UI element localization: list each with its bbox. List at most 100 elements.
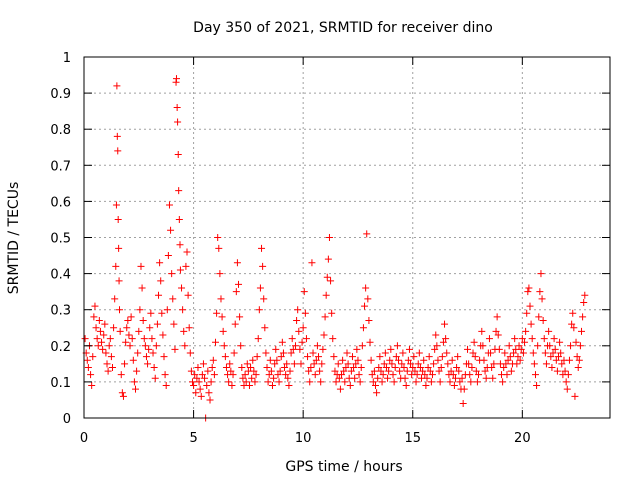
data-point [301, 309, 309, 317]
data-point [530, 360, 538, 368]
data-point [330, 353, 338, 361]
data-point [203, 382, 211, 390]
data-point [359, 324, 367, 332]
data-point [565, 356, 573, 364]
data-point [564, 371, 572, 379]
data-point [575, 356, 583, 364]
data-point [147, 309, 155, 317]
data-point [210, 371, 218, 379]
data-point [482, 374, 490, 382]
data-point [285, 382, 293, 390]
data-point [162, 382, 170, 390]
data-point [297, 360, 305, 368]
data-point [502, 360, 510, 368]
data-point [443, 349, 451, 357]
y-tick-label: 0.2 [50, 340, 71, 355]
data-point [467, 378, 475, 386]
data-point [427, 378, 435, 386]
data-point [93, 335, 101, 343]
data-point [322, 291, 330, 299]
x-tick-labels: 0 5 10 15 20 [80, 431, 531, 446]
data-point [537, 270, 545, 278]
data-point [222, 363, 230, 371]
data-point [567, 342, 575, 350]
data-point [87, 371, 95, 379]
data-point [311, 371, 319, 379]
data-point [176, 266, 184, 274]
data-point [500, 363, 508, 371]
data-point [304, 353, 312, 361]
data-point [553, 367, 561, 375]
data-point [364, 295, 372, 303]
data-point [81, 335, 89, 343]
data-point [180, 327, 188, 335]
data-point [89, 353, 97, 361]
data-point [286, 367, 294, 375]
data-point [132, 385, 140, 393]
data-point [190, 382, 198, 390]
data-point [550, 335, 558, 343]
data-point [379, 371, 387, 379]
data-point [152, 342, 160, 350]
data-point [188, 378, 196, 386]
y-tick-label: 0.8 [50, 123, 71, 138]
data-point [255, 306, 263, 314]
data-point [212, 338, 219, 346]
data-point [103, 360, 111, 368]
data-point [320, 331, 328, 339]
data-point [273, 356, 281, 364]
data-point [395, 356, 403, 364]
data-point [266, 356, 274, 364]
data-point [258, 244, 266, 252]
data-point [241, 371, 249, 379]
data-point [197, 392, 205, 400]
data-point [526, 302, 534, 310]
data-point [308, 259, 316, 267]
data-point [531, 371, 539, 379]
axis-ticks [83, 56, 610, 419]
data-point [475, 371, 482, 379]
data-point [256, 284, 264, 292]
data-point [410, 353, 418, 361]
y-tick-label: 0.6 [50, 195, 71, 210]
data-point [353, 345, 361, 353]
data-point [128, 335, 136, 343]
data-point [401, 374, 409, 382]
data-point [437, 363, 445, 371]
data-point [122, 338, 130, 346]
data-point [299, 324, 307, 332]
data-point [184, 291, 192, 299]
data-point [173, 104, 181, 112]
data-point [505, 342, 513, 350]
data-point [339, 356, 347, 364]
data-point [169, 295, 177, 303]
data-point [534, 342, 542, 350]
data-point [371, 382, 379, 390]
data-point [291, 342, 299, 350]
data-point [412, 378, 420, 386]
data-point [354, 356, 362, 364]
data-point [488, 363, 496, 371]
data-point [568, 320, 576, 328]
data-point [262, 349, 270, 357]
data-point [121, 360, 129, 368]
data-point [552, 356, 560, 364]
data-point [573, 353, 581, 361]
data-point [376, 353, 384, 361]
data-point [346, 382, 354, 390]
data-point [563, 385, 571, 393]
data-point [473, 378, 481, 386]
y-tick-label: 0.9 [50, 87, 71, 102]
data-point [426, 367, 434, 375]
data-point [529, 349, 537, 357]
data-point [571, 392, 579, 400]
data-point [378, 378, 386, 386]
data-point [374, 374, 382, 382]
data-point [252, 371, 260, 379]
data-point [447, 367, 455, 375]
data-point [226, 360, 234, 368]
data-point [167, 226, 175, 234]
data-point [413, 371, 421, 379]
data-point [92, 324, 100, 332]
data-point [342, 363, 350, 371]
